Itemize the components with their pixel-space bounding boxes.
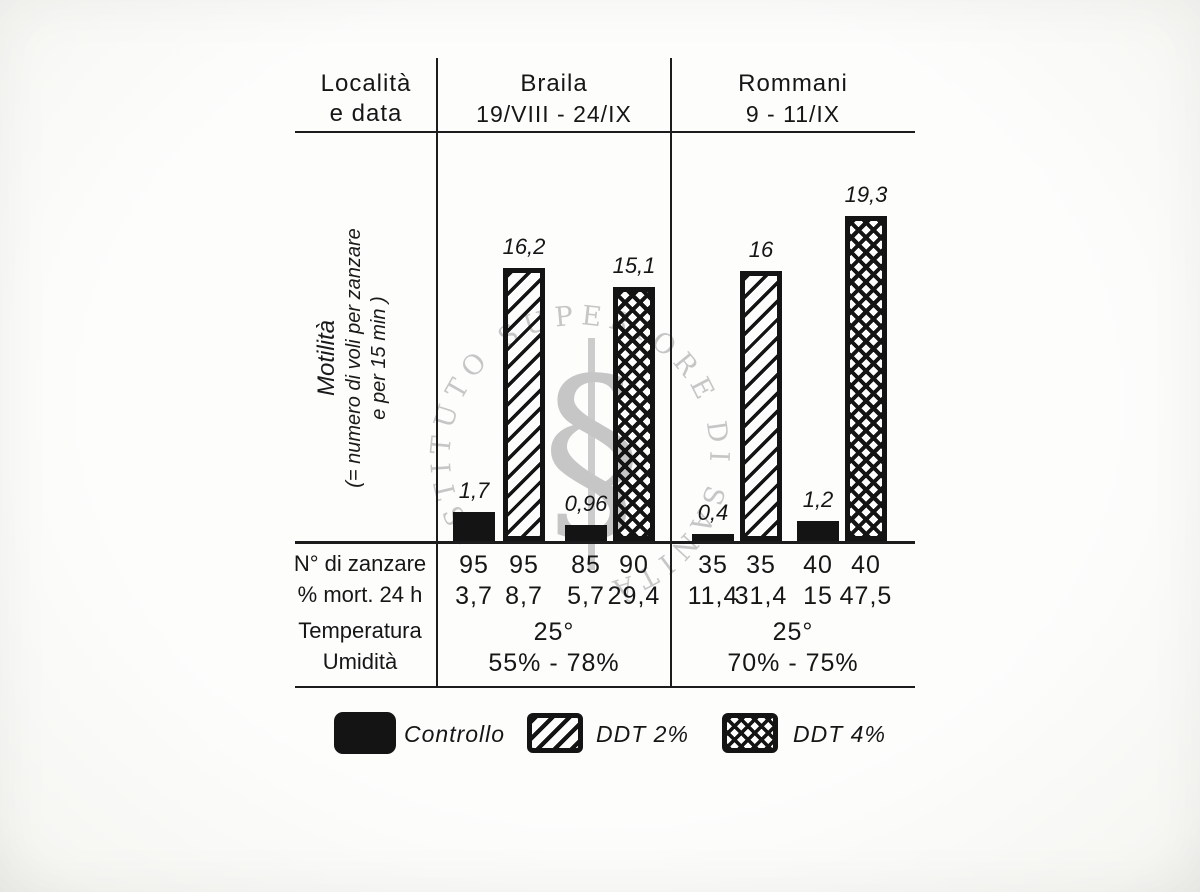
row-label-temperatura: Temperatura [298,618,422,643]
y-axis-title-line2: (= numero di voli per zanzare [343,228,365,488]
column-header-rommani: Rommani 9 - 11/IX [672,69,914,129]
legend-label-ddt4: DDT 4% [793,721,886,747]
bar-diag-rommani-2 [740,271,782,541]
bar-value-label: 0,96 [564,491,608,516]
n-zanzare-value: 85 [571,551,601,579]
umidita-rommani: 70% - 75% [727,649,859,677]
y-axis-title: Motilità (= numero di voli per zanzare e… [312,193,432,523]
row-label-mort-24h: % mort. 24 h [297,582,423,607]
temperatura-rommani: 25° [772,618,814,646]
bar-value-label: 16,2 [502,234,546,259]
y-axis-title-line3: e per 15 min ) [368,296,390,420]
legend-swatch-ddt2 [527,713,583,753]
temperatura-braila: 25° [533,618,575,646]
bar-value-label: 15,1 [612,253,656,278]
column-header-locality: Località e data [296,69,436,129]
mort-24h-value: 47,5 [839,582,893,610]
mort-24h-value: 8,7 [505,582,543,610]
n-zanzare-value: 35 [746,551,776,579]
legend-label-ddt2: DDT 2% [596,721,689,747]
bar-value-label: 1,7 [458,478,490,503]
bar-solid-rommani-1 [692,534,734,541]
n-zanzare-value: 95 [459,551,489,579]
header-rule [295,131,915,133]
row-label-umidita: Umidità [322,649,398,674]
x-axis-baseline [295,541,915,544]
bar-solid-rommani-3 [797,521,839,541]
n-zanzare-value: 95 [509,551,539,579]
umidita-braila: 55% - 78% [488,649,620,677]
n-zanzare-value: 90 [619,551,649,579]
divider-vertical-left [436,58,438,688]
bar-value-label: 19,3 [844,182,888,207]
braila-date: 19/VIII - 24/IX [476,101,632,127]
rommani-name: Rommani [738,70,848,97]
divider-vertical-right [670,58,672,688]
mort-24h-value: 29,4 [607,582,661,610]
n-zanzare-value: 40 [803,551,833,579]
mort-24h-value: 11,4 [687,582,739,610]
bar-value-label: 16 [748,237,774,262]
bar-value-label: 1,2 [802,487,834,512]
legend-swatch-controllo [334,712,396,754]
y-axis-title-line1: Motilità [313,319,340,397]
bar-diag-braila-2 [503,268,545,541]
mort-24h-value: 5,7 [567,582,605,610]
bar-solid-braila-1 [453,512,495,541]
table-bottom-rule [295,686,915,688]
rommani-date: 9 - 11/IX [745,101,841,127]
mort-24h-value: 15 [803,582,833,610]
n-zanzare-value: 40 [851,551,881,579]
locality-label-line2: e data [329,100,403,127]
braila-name: Braila [520,70,588,97]
legend-label-controllo: Controllo [404,721,506,747]
column-header-braila: Braila 19/VIII - 24/IX [438,69,670,129]
bar-cross-braila-4 [613,287,655,541]
bar-value-label: 0,4 [697,500,729,525]
staff-icon [588,338,595,570]
mort-24h-value: 3,7 [455,582,493,610]
row-label-n-zanzare: N° di zanzare [293,551,427,576]
mort-24h-value: 31,4 [734,582,788,610]
bar-solid-braila-3 [565,525,607,541]
bar-cross-rommani-4 [845,216,887,541]
legend-swatch-ddt4 [722,713,778,753]
n-zanzare-value: 35 [698,551,728,579]
locality-label-line1: Località [320,70,412,97]
